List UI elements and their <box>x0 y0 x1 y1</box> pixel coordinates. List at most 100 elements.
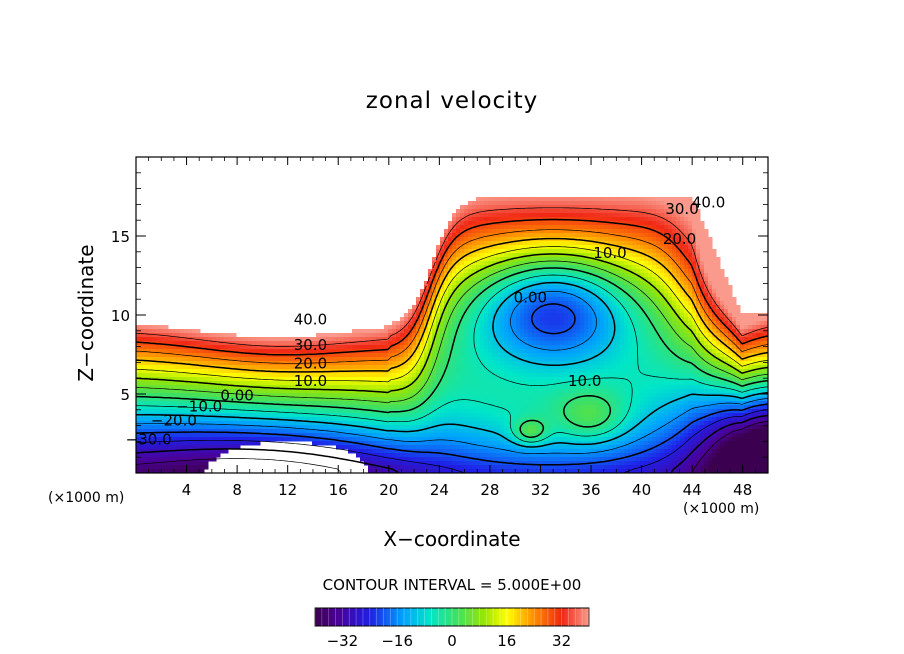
field-cell <box>536 453 541 458</box>
field-cell <box>228 393 233 398</box>
field-cell <box>568 313 573 318</box>
field-cell <box>360 377 365 382</box>
field-cell <box>392 405 397 410</box>
field-cell <box>388 425 393 430</box>
field-cell <box>336 373 341 378</box>
field-cell <box>528 357 533 362</box>
field-cell <box>500 337 505 342</box>
field-cell <box>240 429 245 434</box>
field-cell <box>312 417 317 422</box>
field-cell <box>324 341 329 346</box>
field-cell <box>468 309 473 314</box>
field-cell <box>456 381 461 386</box>
field-cell <box>456 361 461 366</box>
field-cell <box>468 317 473 322</box>
field-cell <box>452 301 457 306</box>
field-cell <box>224 361 229 366</box>
field-cell <box>520 281 525 286</box>
field-cell <box>556 469 561 473</box>
field-cell <box>444 345 449 350</box>
field-cell <box>500 317 505 322</box>
field-cell <box>536 437 541 442</box>
field-cell <box>464 245 469 250</box>
field-cell <box>172 429 177 434</box>
field-cell <box>460 453 465 458</box>
field-cell <box>172 441 177 446</box>
field-cell <box>504 321 509 326</box>
field-cell <box>488 325 493 330</box>
field-cell <box>320 357 325 362</box>
field-cell <box>160 469 165 473</box>
field-cell <box>332 373 337 378</box>
field-cell <box>216 417 221 422</box>
field-cell <box>432 409 437 414</box>
field-cell <box>560 449 565 454</box>
field-cell <box>372 437 377 442</box>
field-cell <box>200 405 205 410</box>
field-cell <box>552 337 557 342</box>
field-cell <box>468 329 473 334</box>
field-cell <box>540 285 545 290</box>
field-cell <box>168 453 173 458</box>
field-cell <box>440 369 445 374</box>
field-cell <box>360 393 365 398</box>
field-cell <box>512 325 517 330</box>
field-cell <box>176 369 181 374</box>
field-cell <box>528 229 533 234</box>
field-cell <box>400 421 405 426</box>
field-cell <box>580 429 585 434</box>
field-cell <box>532 369 537 374</box>
field-cell <box>380 341 385 346</box>
field-cell <box>320 381 325 386</box>
field-cell <box>344 377 349 382</box>
field-cell <box>440 401 445 406</box>
field-cell <box>560 341 565 346</box>
field-cell <box>548 369 553 374</box>
field-cell <box>388 401 393 406</box>
field-cell <box>476 313 481 318</box>
field-cell <box>212 421 217 426</box>
field-cell <box>460 233 465 238</box>
field-cell <box>396 465 401 470</box>
field-cell <box>148 465 153 470</box>
field-cell <box>580 313 585 318</box>
field-cell <box>348 429 353 434</box>
field-cell <box>156 373 161 378</box>
field-cell <box>288 365 293 370</box>
field-cell <box>172 417 177 422</box>
field-cell <box>540 469 545 473</box>
field-cell <box>236 365 241 370</box>
field-cell <box>484 329 489 334</box>
field-cell <box>448 233 453 238</box>
field-cell <box>524 293 529 298</box>
field-cell <box>432 381 437 386</box>
field-cell <box>468 209 473 214</box>
field-cell <box>496 441 501 446</box>
field-cell <box>548 469 553 473</box>
field-cell <box>580 273 585 278</box>
field-cell <box>524 341 529 346</box>
field-cell <box>348 433 353 438</box>
field-cell <box>536 289 541 294</box>
field-cell <box>436 441 441 446</box>
field-cell <box>384 445 389 450</box>
field-cell <box>492 361 497 366</box>
field-cell <box>580 321 585 326</box>
field-cell <box>464 433 469 438</box>
field-cell <box>180 441 185 446</box>
field-cell <box>512 353 517 358</box>
field-cell <box>160 453 165 458</box>
field-cell <box>364 353 369 358</box>
field-cell <box>540 209 545 214</box>
field-cell <box>456 309 461 314</box>
field-cell <box>496 389 501 394</box>
field-cell <box>216 369 221 374</box>
field-cell <box>340 349 345 354</box>
field-cell <box>476 369 481 374</box>
field-cell <box>528 349 533 354</box>
field-cell <box>548 313 553 318</box>
field-cell <box>500 441 505 446</box>
field-cell <box>500 197 505 202</box>
field-cell <box>476 469 481 473</box>
field-cell <box>436 417 441 422</box>
